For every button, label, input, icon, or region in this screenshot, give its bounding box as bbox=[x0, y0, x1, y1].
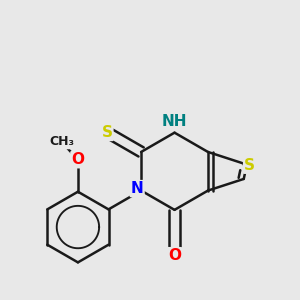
Text: S: S bbox=[244, 158, 255, 173]
Text: N: N bbox=[131, 181, 144, 196]
Text: O: O bbox=[71, 152, 84, 167]
Text: O: O bbox=[168, 248, 181, 263]
Text: NH: NH bbox=[162, 114, 187, 129]
Text: S: S bbox=[101, 125, 112, 140]
Text: CH₃: CH₃ bbox=[49, 135, 74, 148]
